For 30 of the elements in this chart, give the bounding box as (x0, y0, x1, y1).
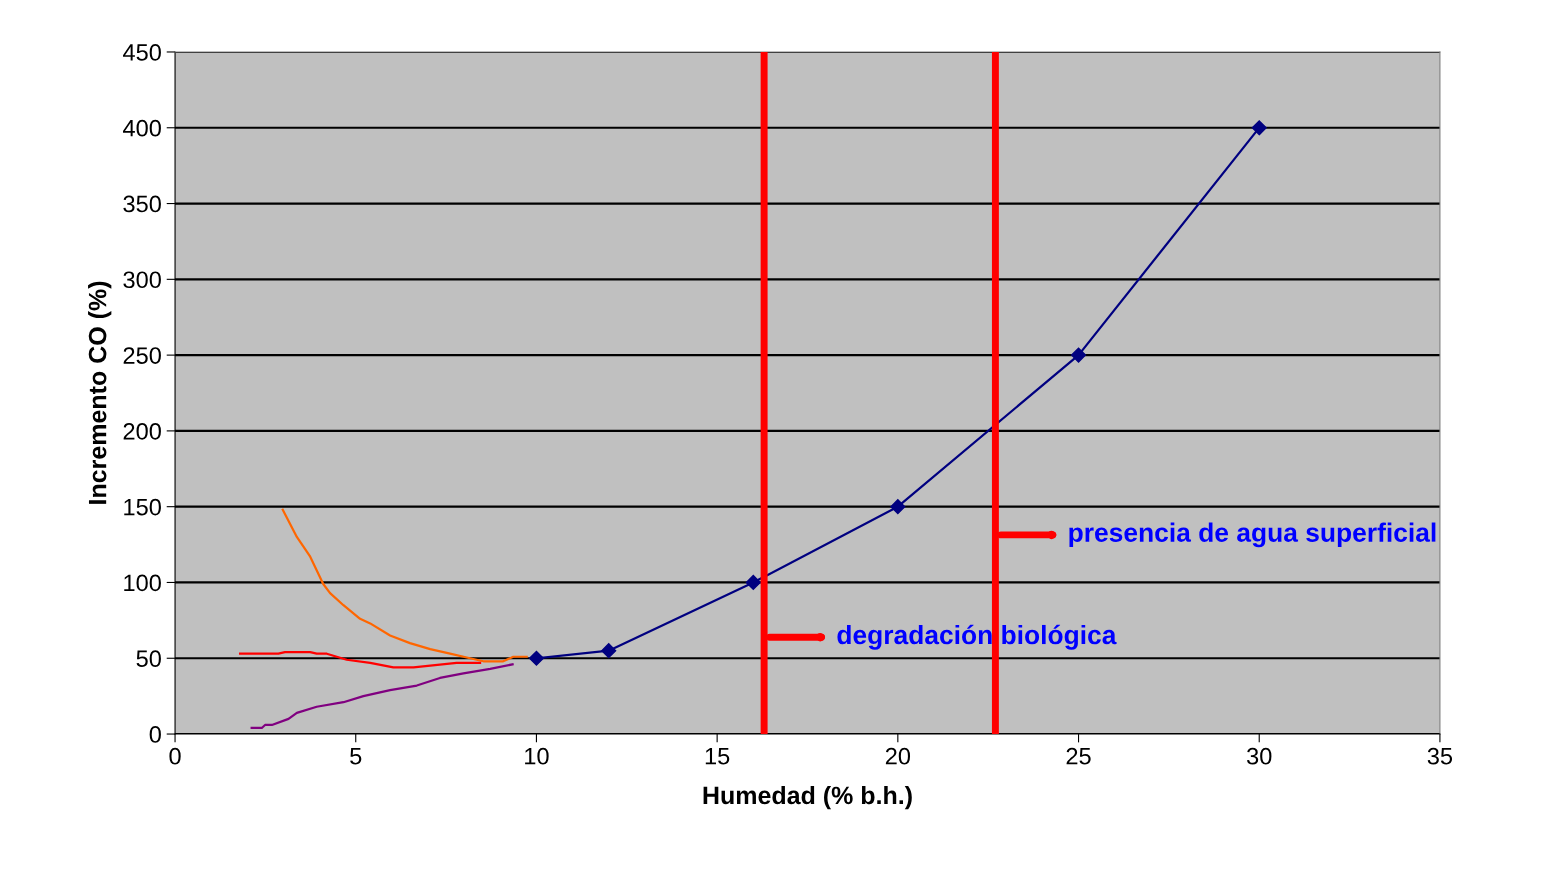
line-series (238, 651, 482, 669)
x-axis-title: Humedad (% b.h.) (703, 785, 912, 810)
y-tick-label: 50 (136, 650, 161, 668)
y-tick-label: 350 (123, 195, 161, 213)
x-tick-label: 35 (1427, 747, 1453, 765)
ref-line-label: degradación biológica (837, 624, 1117, 650)
x-tick-label: 0 (169, 747, 181, 765)
x-tick-label: 25 (1066, 747, 1091, 765)
y-tick-label: 250 (123, 347, 161, 364)
point (890, 499, 906, 515)
point (601, 643, 617, 659)
y-tick-label: 100 (124, 574, 161, 592)
y-tick-label: 400 (123, 119, 161, 137)
y-tick-label: 0 (149, 726, 161, 743)
x-tick-label: 5 (350, 748, 362, 765)
ref-line-label: presencia de agua superficial (1069, 522, 1436, 548)
x-tick-label: 15 (705, 748, 730, 765)
point (1251, 120, 1267, 136)
point (1070, 347, 1087, 363)
point (745, 574, 761, 591)
y-tick-label: 450 (123, 44, 161, 61)
y-axis-title: Incremento CO (%) (88, 281, 112, 504)
y-tick-label: 200 (123, 422, 161, 440)
y-tick-label: 300 (123, 271, 161, 289)
x-tick-label: 20 (885, 747, 911, 765)
point (528, 650, 545, 666)
y-tick-label: 150 (124, 498, 161, 516)
x-tick-label: 10 (525, 747, 549, 765)
x-tick-label: 30 (1247, 747, 1272, 765)
line-series (250, 663, 514, 730)
